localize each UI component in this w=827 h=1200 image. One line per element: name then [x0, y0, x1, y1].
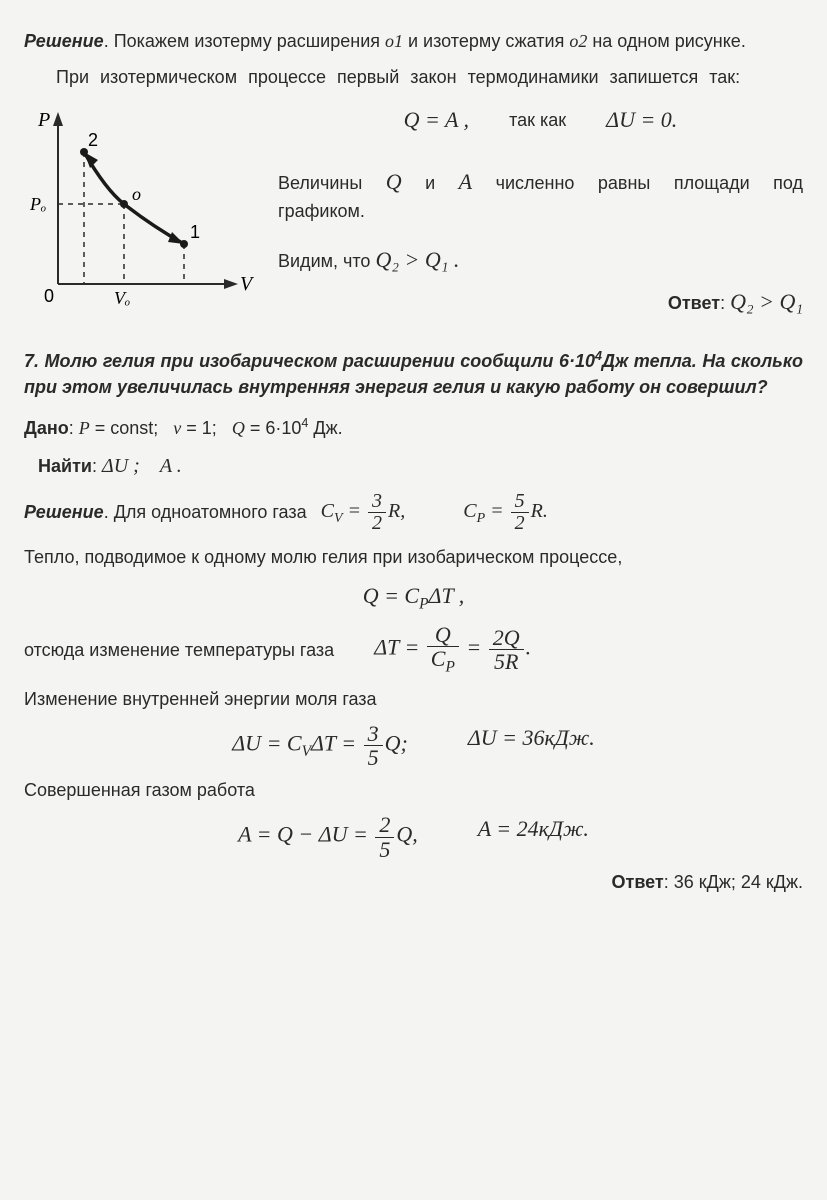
p0-label: Pₒ: [29, 194, 46, 214]
solution7-line1: Решение. Для одноатомного газа CV = 32R,…: [24, 491, 803, 534]
answer7: Ответ: 36 кДж; 24 кДж.: [24, 869, 803, 895]
point-o-label: o: [132, 184, 141, 204]
axis-v-label: V: [240, 273, 254, 295]
axis-p-label: P: [37, 109, 50, 131]
origin-label: 0: [44, 286, 54, 306]
eq-q-cp-dt: Q = CPΔT ,: [24, 580, 803, 616]
find-line: Найти: ΔU ; A .: [38, 452, 803, 481]
problem7-statement: 7. Молю гелия при изобарическом расширен…: [24, 347, 803, 400]
figure-text: Q = A , так как ΔU = 0. Величины Q и A ч…: [278, 104, 803, 318]
solution7-p4: Изменение внутренней энергии моля газа: [24, 686, 803, 712]
point-1-label: 1: [190, 222, 200, 242]
eq-du-zero: ΔU = 0.: [606, 104, 677, 136]
pv-graph: P V Pₒ Vₒ 0 2 o 1: [24, 104, 254, 321]
v0-label: Vₒ: [114, 288, 130, 308]
solution1-paragraph1: Решение. Покажем изотерму расширения o1 …: [24, 28, 803, 54]
q2-gt-q1-text: Видим, что Q₂ > Q₁ .: [278, 244, 803, 276]
qa-area-text: Величины Q и A численно равны площади по…: [278, 166, 803, 224]
given-line: Дано: P = const; ν = 1; Q = 6·104 Дж.: [24, 414, 803, 441]
solution7-p2: Тепло, подводимое к одному молю гелия пр…: [24, 544, 803, 570]
solution1-paragraph2: При изотермическом процессе первый закон…: [24, 64, 803, 90]
eq-q-equals-a: Q = A ,: [404, 104, 469, 136]
eq-a: A = Q − ΔU = 25Q, A = 24кДж.: [24, 813, 803, 860]
eq-du: ΔU = CVΔT = 35Q; ΔU = 36кДж.: [24, 722, 803, 769]
solution-label: Решение: [24, 31, 104, 51]
solution7-p5: Совершенная газом работа: [24, 777, 803, 803]
answer1: Ответ: Q₂ > Q₁: [278, 286, 803, 318]
figure-row: P V Pₒ Vₒ 0 2 o 1 Q = A , так как ΔU = 0…: [24, 104, 803, 321]
eq-since: так как: [509, 107, 566, 133]
point-2-label: 2: [88, 130, 98, 150]
solution7-p3: отсюда изменение температуры газа ΔT = Q…: [24, 623, 803, 676]
